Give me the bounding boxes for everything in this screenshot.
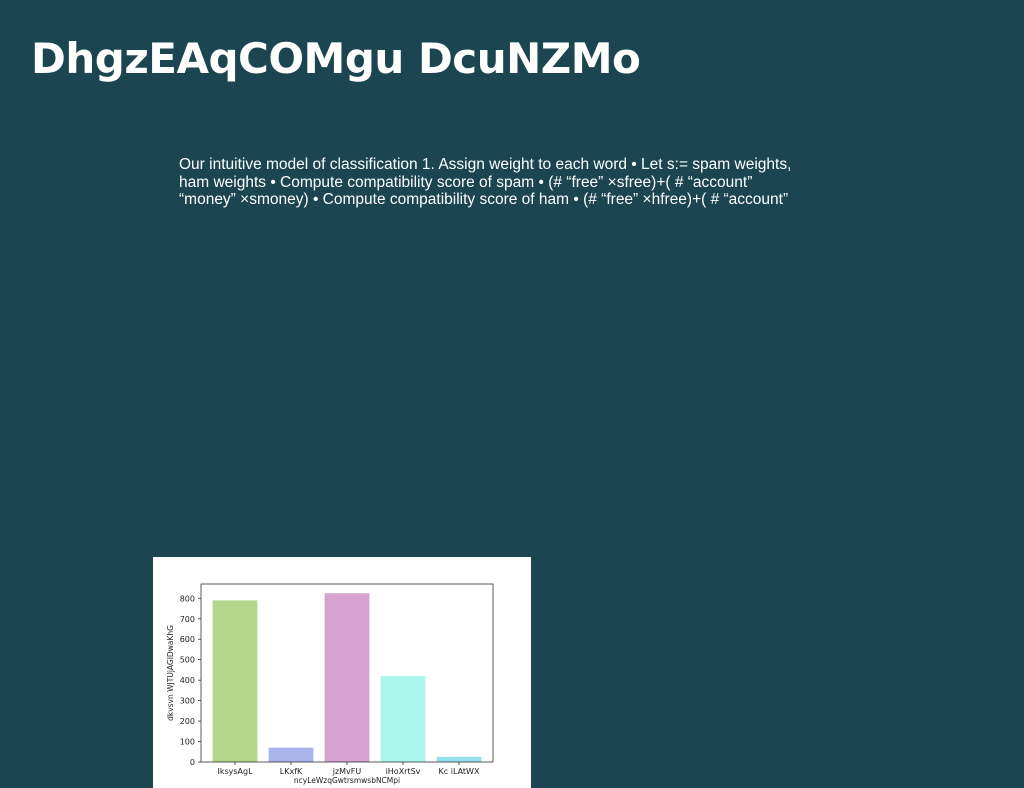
x-tick-label: IksysAgL: [217, 767, 253, 776]
bar-2: [324, 593, 370, 762]
bar-0: [212, 600, 258, 762]
slide-body-text: Our intuitive model of classification 1.…: [179, 156, 839, 209]
x-axis-ticks: IksysAgL LKxfK jzMvFU iHoXrtSv Kc iLAtWX: [217, 762, 480, 776]
y-tick-label: 200: [180, 717, 195, 726]
y-tick-label: 100: [180, 738, 195, 747]
bar-3: [380, 676, 426, 762]
body-line-1: Our intuitive model of classification 1.…: [179, 156, 792, 173]
y-tick-label: 400: [180, 676, 195, 685]
y-axis-label: dkvsvn WJTUjAGIDwaKhG: [166, 625, 175, 721]
bar-chart-panel: 0 100 200 300 400 500 600 700 800 IksysAgL LKxfK j…: [153, 557, 531, 788]
y-tick-label: 800: [180, 594, 195, 603]
bar-4: [436, 756, 482, 762]
y-tick-label: 300: [180, 697, 195, 706]
y-tick-label: 0: [190, 758, 195, 767]
bar-chart: 0 100 200 300 400 500 600 700 800 IksysAgL LKxfK j…: [166, 583, 494, 785]
y-axis-ticks: 0 100 200 300 400 500 600 700 800: [180, 594, 201, 767]
bars: [212, 593, 482, 762]
x-tick-label: jzMvFU: [332, 767, 362, 776]
body-line-2: ham weights • Compute compatibility scor…: [179, 173, 753, 191]
bar-1: [268, 747, 314, 762]
y-tick-label: 600: [180, 635, 195, 644]
slide-title: DhgzEAqCOMgu DcuNZMo: [31, 34, 641, 83]
plot-frame: [200, 583, 494, 763]
x-tick-label: Kc iLAtWX: [439, 767, 480, 776]
x-tick-label: iHoXrtSv: [386, 767, 421, 776]
y-tick-label: 500: [180, 656, 195, 665]
y-tick-label: 700: [180, 615, 195, 624]
body-line-3: “money” ×smoney) • Compute compatibility…: [179, 191, 789, 208]
x-tick-label: LKxfK: [280, 767, 303, 776]
x-axis-label: ncyLeWzqGwtrsmwsbNCMpi: [294, 776, 400, 785]
